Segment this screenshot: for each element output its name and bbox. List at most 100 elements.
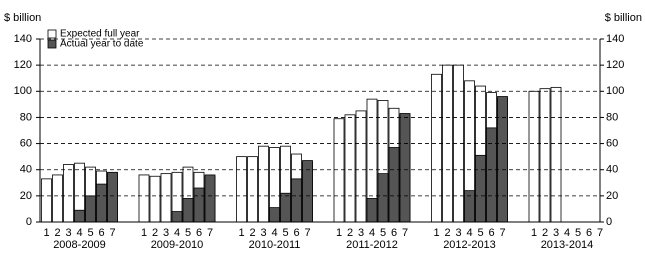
y-tick-label: 120	[14, 59, 32, 71]
x-tick-label: 6	[586, 227, 592, 239]
x-tick-label: 3	[163, 227, 169, 239]
x-tick-label: 7	[402, 227, 408, 239]
bar	[431, 73, 442, 223]
y-tick-label: 40	[20, 164, 32, 176]
y2-axis-label: $ billion	[605, 12, 642, 24]
bar	[236, 156, 247, 223]
x-tick-label: 3	[455, 227, 461, 239]
x-tick-label: 7	[109, 227, 115, 239]
y2-tick-label: 40	[606, 164, 618, 176]
bar	[247, 156, 258, 223]
y-tick-label: 60	[20, 137, 32, 149]
x-tick-label: 5	[185, 227, 191, 239]
y-tick-label: 20	[20, 190, 32, 202]
group-label: 2011-2012	[346, 239, 398, 251]
x-tick-label: 2	[444, 227, 450, 239]
x-tick-label: 1	[336, 227, 342, 239]
bar	[528, 90, 540, 223]
legend-label: Actual year to date	[60, 39, 144, 50]
x-tick-label: 2	[347, 227, 353, 239]
x-tick-label: 1	[238, 227, 244, 239]
x-tick-label: 6	[196, 227, 202, 239]
x-tick-label: 6	[391, 227, 397, 239]
x-tick-label: 7	[304, 227, 310, 239]
bar	[182, 198, 194, 223]
x-tick-label: 5	[282, 227, 288, 239]
bar	[333, 118, 345, 223]
x-tick-label: 4	[174, 227, 180, 239]
bar	[486, 127, 497, 223]
x-tick-label: 7	[597, 227, 603, 239]
x-tick-label: 1	[43, 227, 49, 239]
bar	[344, 114, 356, 223]
bar	[464, 190, 475, 223]
x-tick-label: 1	[141, 227, 147, 239]
group-label: 2013-2014	[541, 239, 594, 251]
y2-tick-label: 140	[606, 33, 624, 45]
bar	[377, 173, 389, 223]
x-tick-label: 3	[260, 227, 266, 239]
bar	[366, 198, 378, 223]
x-tick-label: 4	[369, 227, 375, 239]
group-label: 2010-2011	[249, 239, 301, 251]
y-axis-label: $ billion	[4, 12, 41, 24]
bar	[355, 110, 367, 223]
x-tick-label: 5	[575, 227, 581, 239]
y-tick-label: 100	[14, 85, 32, 97]
bar	[74, 209, 85, 223]
x-tick-label: 2	[542, 227, 548, 239]
x-tick-label: 5	[87, 227, 93, 239]
bar	[388, 147, 400, 223]
bar	[52, 174, 63, 223]
x-tick-label: 6	[98, 227, 104, 239]
group-label: 2012-2013	[443, 239, 496, 251]
y2-tick-label: 120	[606, 59, 624, 71]
x-tick-label: 6	[293, 227, 299, 239]
x-tick-label: 5	[477, 227, 483, 239]
bar	[41, 178, 52, 223]
y2-tick-label: 0	[606, 216, 612, 228]
legend-label: Expected full year	[60, 29, 140, 40]
y2-tick-label: 100	[606, 85, 624, 97]
bar	[399, 113, 411, 223]
x-tick-label: 4	[466, 227, 472, 239]
bar	[96, 183, 107, 223]
x-tick-label: 3	[358, 227, 364, 239]
legend-swatch	[47, 29, 57, 39]
bar	[149, 175, 161, 223]
bar	[171, 211, 183, 223]
bar	[107, 171, 118, 223]
x-tick-label: 2	[54, 227, 60, 239]
legend-swatch	[47, 39, 57, 49]
x-tick-label: 7	[499, 227, 505, 239]
bar	[258, 145, 269, 223]
x-tick-label: 3	[65, 227, 71, 239]
bar	[85, 195, 96, 223]
y2-tick-label: 20	[606, 190, 618, 202]
bar	[138, 174, 150, 223]
x-tick-label: 1	[433, 227, 439, 239]
x-tick-label: 4	[76, 227, 82, 239]
x-tick-label: 7	[207, 227, 213, 239]
y2-tick-label: 60	[606, 137, 618, 149]
x-tick-label: 2	[249, 227, 255, 239]
x-tick-label: 4	[564, 227, 570, 239]
x-tick-label: 5	[380, 227, 386, 239]
y2-tick-label: 80	[606, 111, 618, 123]
x-tick-label: 2	[152, 227, 158, 239]
bar	[280, 192, 291, 223]
bar	[497, 96, 508, 223]
x-tick-label: 6	[488, 227, 494, 239]
bar	[550, 86, 562, 223]
bar	[269, 207, 280, 223]
y-tick-label: 140	[14, 33, 32, 45]
x-tick-label: 3	[553, 227, 559, 239]
group-label: 2008-2009	[53, 239, 106, 251]
group-label: 2009-2010	[151, 239, 204, 251]
bar	[193, 187, 205, 223]
bar	[539, 88, 551, 223]
y-tick-label: 0	[26, 216, 32, 228]
y-tick-label: 80	[20, 111, 32, 123]
